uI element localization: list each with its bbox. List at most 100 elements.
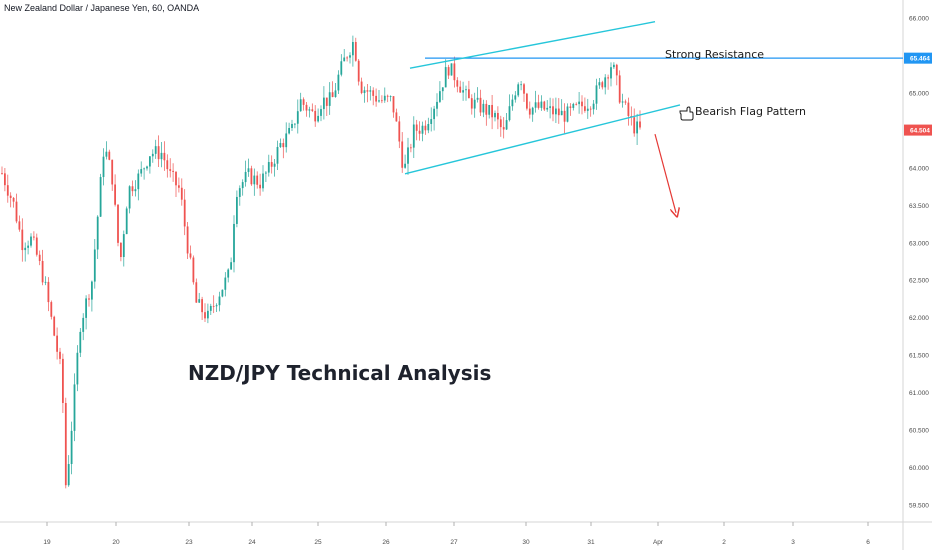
price-tick-label: 62.000 — [909, 315, 929, 322]
candle-body — [96, 216, 99, 250]
candle-body — [601, 82, 604, 88]
candle-body — [598, 82, 601, 86]
bearish-projection-arrow[interactable] — [654, 133, 676, 213]
price-tick-label: 64.000 — [909, 165, 929, 172]
candle-body — [224, 277, 227, 290]
candle-body — [291, 123, 293, 129]
candle-body — [412, 124, 415, 148]
candle-body — [88, 298, 90, 300]
candle-body — [531, 107, 534, 115]
candle-body — [407, 147, 409, 164]
candle-body — [134, 189, 137, 192]
candle-body — [592, 103, 595, 110]
candle-body — [189, 253, 192, 258]
candle-body — [485, 103, 488, 115]
candle-body — [305, 104, 308, 111]
candle-body — [499, 119, 502, 128]
candle-body — [166, 160, 169, 170]
candle-body — [540, 101, 543, 108]
candle-body — [473, 99, 476, 109]
candle-body — [404, 163, 406, 168]
candle-body — [204, 312, 206, 319]
candle-body — [41, 260, 44, 283]
candle-body — [175, 171, 177, 186]
candle-body — [636, 121, 638, 134]
candle-body — [4, 173, 6, 186]
candle-body — [415, 124, 418, 131]
candle-body — [357, 60, 360, 82]
candle-body — [360, 81, 363, 94]
candle-body — [273, 163, 276, 167]
candle-body — [613, 64, 615, 68]
time-tick-label: 23 — [185, 539, 193, 546]
candle-body — [595, 85, 598, 104]
candle-body — [546, 107, 549, 110]
candle-body — [227, 269, 230, 278]
candle-body — [59, 351, 61, 359]
candle-body — [294, 123, 296, 125]
candle-body — [114, 184, 116, 205]
candle-body — [207, 310, 209, 319]
price-scale[interactable]: 66.00065.50065.00064.50064.00063.50063.0… — [909, 16, 929, 510]
candle-body — [320, 109, 322, 116]
candle-body — [215, 305, 218, 307]
candle-body — [520, 84, 522, 86]
candle-body — [6, 185, 9, 196]
candle-body — [337, 74, 340, 91]
candle-body — [511, 99, 514, 107]
candle-body — [62, 358, 64, 403]
candle-body — [508, 106, 511, 121]
candle-body — [195, 282, 198, 303]
candle-body — [430, 119, 433, 124]
candle-body — [323, 97, 325, 110]
bearish-flag-label: Bearish Flag Pattern — [695, 105, 806, 118]
candle-body — [267, 162, 270, 173]
candle-body — [99, 177, 102, 217]
candle-body — [279, 143, 282, 147]
candle-body — [47, 281, 50, 303]
time-tick-label: 19 — [43, 539, 51, 546]
candle-body — [633, 117, 636, 134]
candle-body — [44, 281, 47, 283]
svg-text:65.464: 65.464 — [910, 56, 930, 63]
candle-body — [35, 237, 38, 255]
candle-body — [494, 112, 496, 118]
candle-body — [9, 195, 12, 198]
candle-body — [154, 146, 157, 154]
candle-body — [555, 108, 557, 115]
candle-body — [79, 331, 82, 353]
candle-body — [82, 317, 85, 332]
candle-body — [439, 91, 441, 102]
candle-body — [122, 234, 125, 258]
time-tick-label: 26 — [382, 539, 390, 546]
candle-body — [453, 63, 456, 81]
candle-body — [12, 197, 15, 202]
candle-body — [172, 170, 174, 172]
candle-body — [584, 106, 586, 111]
candle-body — [566, 106, 569, 122]
time-scale[interactable]: 19 20 23 24 25 26 27 30 31 Apr 2 3 6 — [43, 522, 870, 546]
candle-body — [73, 384, 76, 431]
candle-body — [615, 64, 618, 76]
candle-body — [296, 111, 299, 124]
candle-body — [459, 86, 462, 93]
headline-text: NZD/JPY Technical Analysis — [188, 361, 491, 385]
drawings-group: Strong Resistance Bearish Flag Pattern N… — [188, 21, 903, 385]
candle-body — [325, 97, 328, 106]
candle-body — [421, 125, 424, 134]
candle-body — [436, 101, 438, 109]
candle-body — [563, 110, 566, 122]
candle-body — [311, 109, 314, 111]
candle-body — [482, 103, 485, 113]
candle-body — [50, 302, 53, 317]
pointing-hand-icon — [679, 106, 694, 121]
time-tick-label: 27 — [450, 539, 458, 546]
candle-body — [488, 104, 491, 115]
candle-body — [381, 100, 383, 102]
candle-body — [15, 201, 18, 222]
channel-lower-line[interactable] — [404, 104, 681, 175]
candle-body — [160, 152, 163, 160]
channel-upper-line[interactable] — [409, 21, 656, 69]
time-tick-label: 20 — [112, 539, 120, 546]
